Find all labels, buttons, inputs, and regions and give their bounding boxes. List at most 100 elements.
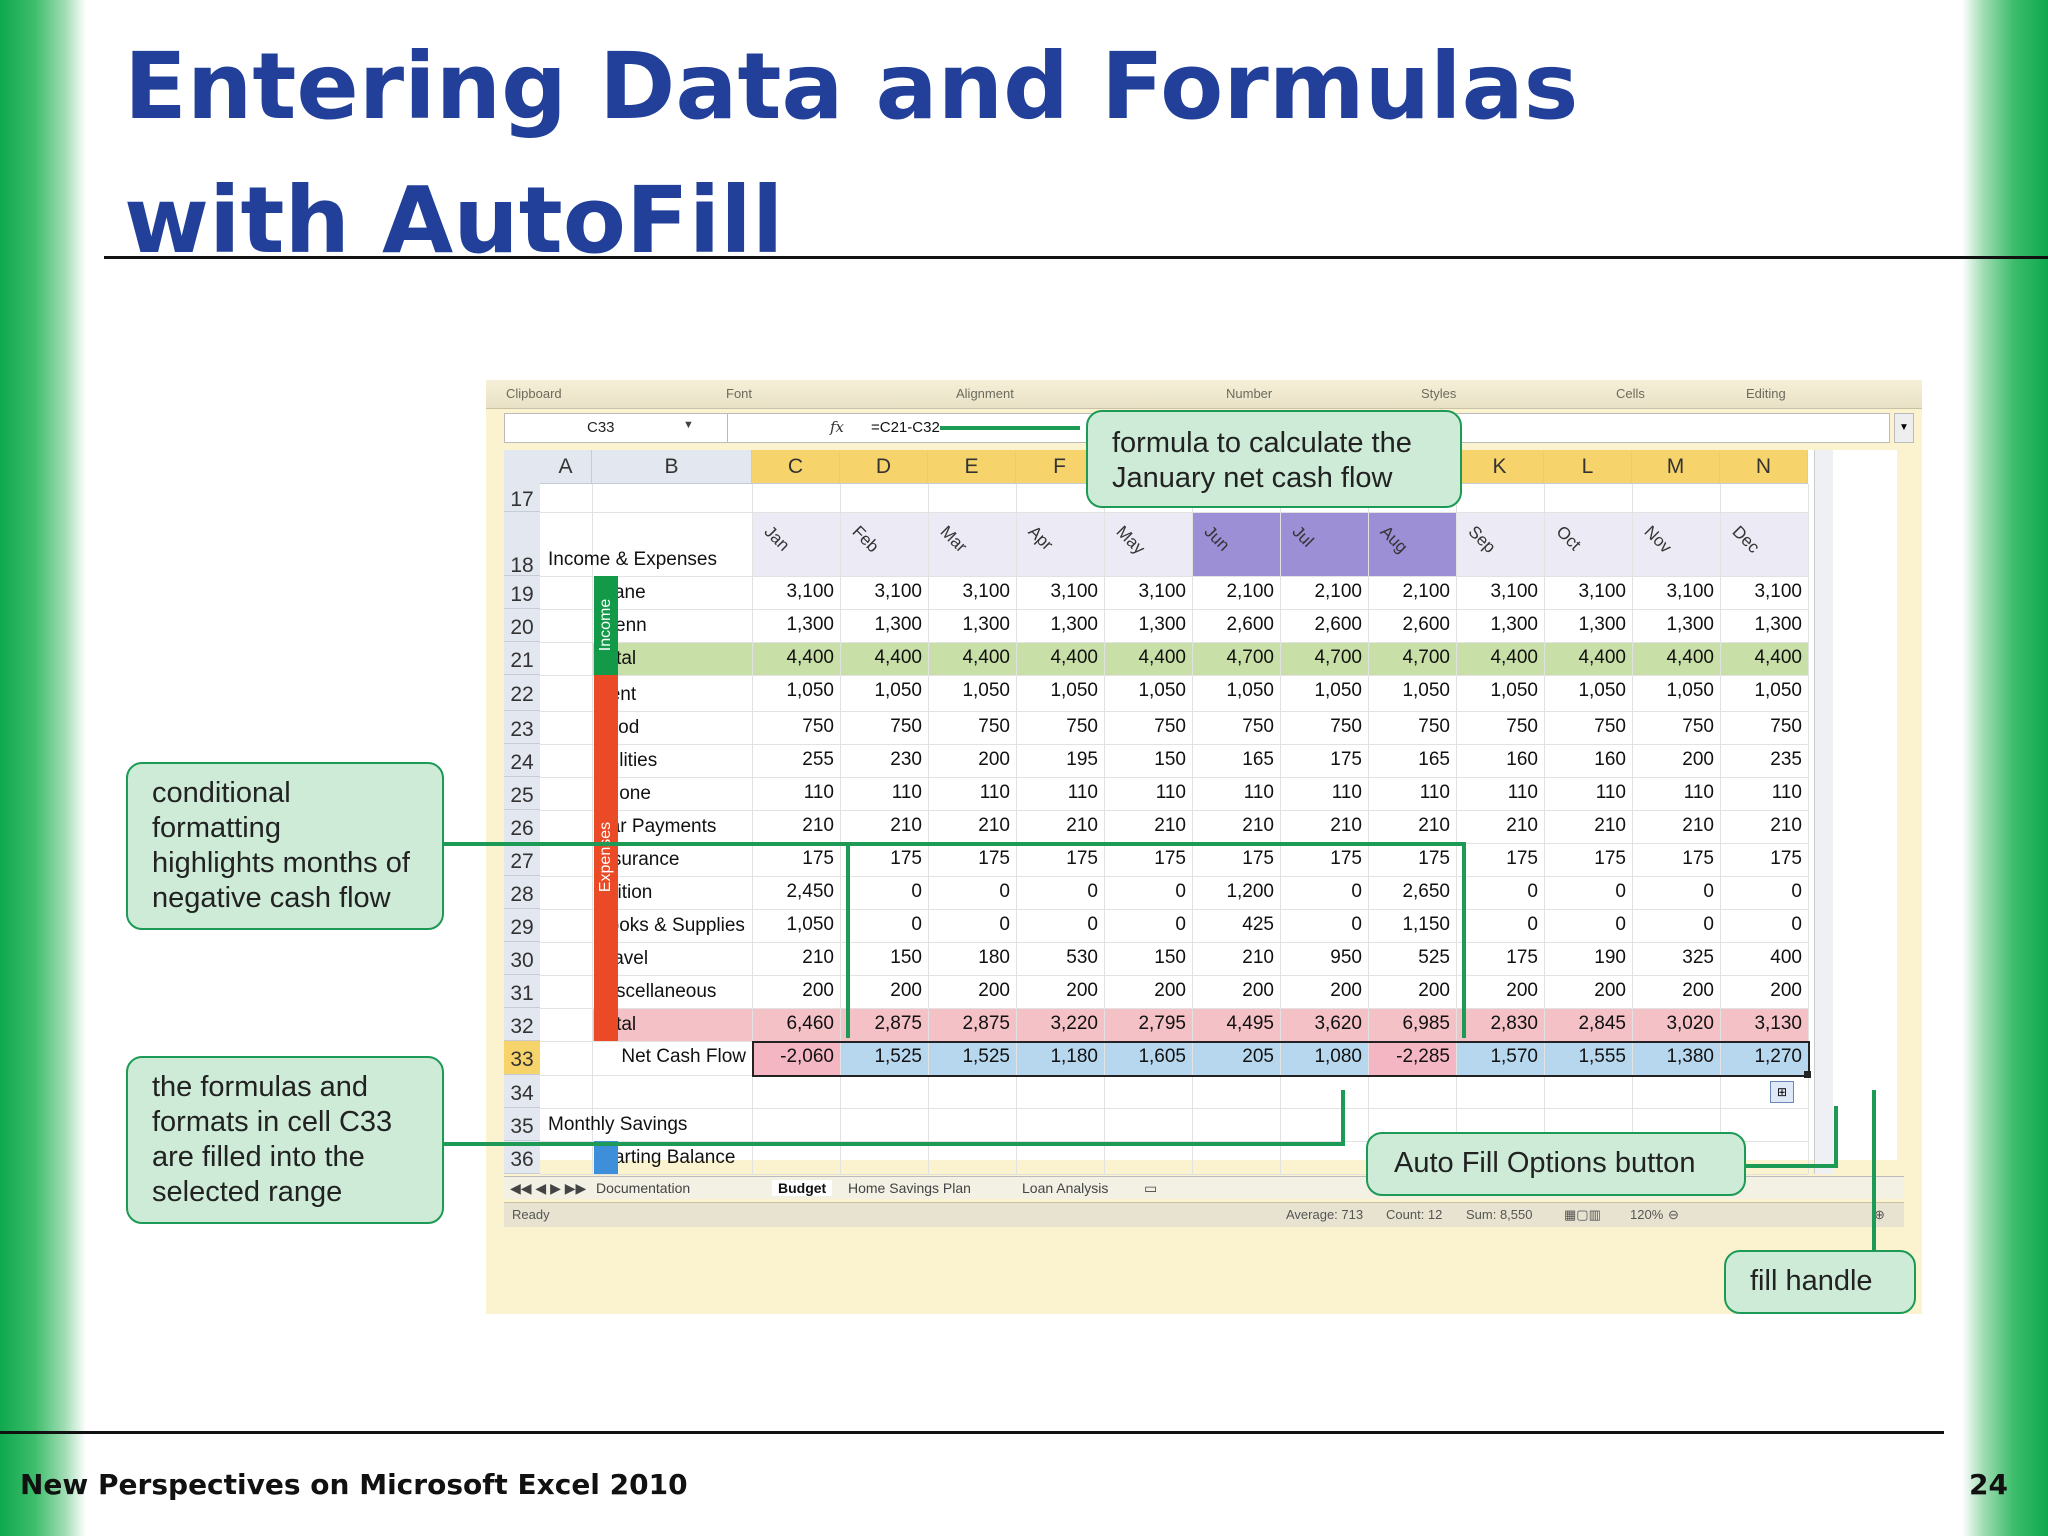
cell-value[interactable]: 3,100 bbox=[874, 581, 922, 602]
cell-value[interactable]: -2,285 bbox=[1396, 1046, 1450, 1067]
cell-value[interactable]: 3,100 bbox=[1050, 581, 1098, 602]
cell-value[interactable]: 200 bbox=[1242, 980, 1274, 1001]
cell-value[interactable]: 4,400 bbox=[1490, 647, 1538, 668]
cell-value[interactable]: 4,700 bbox=[1226, 647, 1274, 668]
row-header-30[interactable]: 30 bbox=[504, 942, 540, 975]
cell-value[interactable]: 200 bbox=[1770, 980, 1802, 1001]
cell-value[interactable]: 750 bbox=[1330, 716, 1362, 737]
cell-value[interactable]: 210 bbox=[802, 947, 834, 968]
column-header-b[interactable]: B bbox=[592, 450, 752, 484]
cell-value[interactable]: 1,050 bbox=[1578, 680, 1626, 701]
fill-handle[interactable] bbox=[1804, 1071, 1811, 1078]
cell-value[interactable]: 0 bbox=[1175, 914, 1186, 935]
cell-value[interactable]: 1,200 bbox=[1226, 881, 1274, 902]
cell-value[interactable]: 190 bbox=[1594, 947, 1626, 968]
cell-value[interactable]: 4,700 bbox=[1314, 647, 1362, 668]
cell-value[interactable]: 1,300 bbox=[962, 614, 1010, 635]
cell-value[interactable]: 3,100 bbox=[786, 581, 834, 602]
cell-value[interactable]: 1,300 bbox=[1666, 614, 1714, 635]
cell-value[interactable]: 2,600 bbox=[1402, 614, 1450, 635]
cell-value[interactable]: 1,300 bbox=[1754, 614, 1802, 635]
cell-value[interactable]: 110 bbox=[1331, 782, 1362, 803]
cell-value[interactable]: 230 bbox=[890, 749, 922, 770]
cell-value[interactable]: 1,380 bbox=[1666, 1046, 1714, 1067]
cell-value[interactable]: 2,650 bbox=[1402, 881, 1450, 902]
cell-value[interactable]: 150 bbox=[1154, 749, 1186, 770]
cell-value[interactable]: 750 bbox=[978, 716, 1010, 737]
column-header-k[interactable]: K bbox=[1456, 450, 1544, 484]
cell-value[interactable]: 1,050 bbox=[1138, 680, 1186, 701]
cell-value[interactable]: 210 bbox=[1418, 815, 1450, 836]
cell-value[interactable]: 0 bbox=[1087, 914, 1098, 935]
cell-value[interactable]: 0 bbox=[1175, 881, 1186, 902]
cell-value[interactable]: 150 bbox=[1154, 947, 1186, 968]
cell-value[interactable]: 1,525 bbox=[874, 1046, 922, 1067]
cell-value[interactable]: 195 bbox=[1066, 749, 1098, 770]
cell-value[interactable]: 2,600 bbox=[1314, 614, 1362, 635]
cell-value[interactable]: 0 bbox=[1703, 914, 1714, 935]
cell-value[interactable]: 4,700 bbox=[1402, 647, 1450, 668]
cell-value[interactable]: 180 bbox=[978, 947, 1010, 968]
sheet-tab-documentation[interactable]: Documentation bbox=[596, 1180, 691, 1196]
cell-value[interactable]: 1,525 bbox=[962, 1046, 1010, 1067]
cell-value[interactable]: 1,050 bbox=[1754, 680, 1802, 701]
cell-value[interactable]: 1,605 bbox=[1138, 1046, 1186, 1067]
column-header-l[interactable]: L bbox=[1544, 450, 1632, 484]
cell-value[interactable]: 2,100 bbox=[1226, 581, 1274, 602]
cell-value[interactable]: 110 bbox=[1507, 782, 1538, 803]
row-header-26[interactable]: 26 bbox=[504, 810, 540, 843]
sheet-tab-loan-analysis[interactable]: Loan Analysis bbox=[1022, 1180, 1109, 1196]
cell-value[interactable]: 400 bbox=[1770, 947, 1802, 968]
cell-value[interactable]: 6,985 bbox=[1402, 1013, 1450, 1034]
cell-value[interactable]: 750 bbox=[1682, 716, 1714, 737]
cell-value[interactable]: 200 bbox=[1330, 980, 1362, 1001]
row-header-32[interactable]: 32 bbox=[504, 1008, 540, 1041]
cell-value[interactable]: 0 bbox=[1615, 914, 1626, 935]
new-sheet-icon[interactable]: ▭ bbox=[1144, 1180, 1158, 1196]
cell-value[interactable]: 175 bbox=[1682, 848, 1714, 869]
row-header-35[interactable]: 35 bbox=[504, 1108, 540, 1141]
cell-value[interactable]: 750 bbox=[1154, 716, 1186, 737]
cell-value[interactable]: 210 bbox=[978, 815, 1010, 836]
column-header-a[interactable]: A bbox=[540, 450, 592, 484]
cell-value[interactable]: 1,150 bbox=[1402, 914, 1450, 935]
cell-value[interactable]: 2,875 bbox=[874, 1013, 922, 1034]
column-header-m[interactable]: M bbox=[1632, 450, 1720, 484]
cell-value[interactable]: 0 bbox=[1527, 881, 1538, 902]
cell-value[interactable]: 2,795 bbox=[1138, 1013, 1186, 1034]
cell-value[interactable]: 6,460 bbox=[786, 1013, 834, 1034]
cell-value[interactable]: 750 bbox=[1066, 716, 1098, 737]
cell-value[interactable]: 1,050 bbox=[786, 680, 834, 701]
cell-value[interactable]: 175 bbox=[890, 848, 922, 869]
cell-value[interactable]: 235 bbox=[1770, 749, 1802, 770]
cell-value[interactable]: 255 bbox=[802, 749, 834, 770]
zoom-out-icon[interactable]: ⊖ bbox=[1668, 1207, 1679, 1222]
cell-value[interactable]: 2,845 bbox=[1578, 1013, 1626, 1034]
sheet-nav-arrows[interactable]: ◀◀ ◀ ▶ ▶▶ bbox=[510, 1180, 587, 1196]
cell-value[interactable]: 175 bbox=[1066, 848, 1098, 869]
cell-value[interactable]: 2,600 bbox=[1226, 614, 1274, 635]
cell-value[interactable]: 160 bbox=[1506, 749, 1538, 770]
cell-value[interactable]: 2,830 bbox=[1490, 1013, 1538, 1034]
cell-value[interactable]: 175 bbox=[978, 848, 1010, 869]
cell-value[interactable]: 1,570 bbox=[1490, 1046, 1538, 1067]
vertical-scrollbar[interactable] bbox=[1814, 450, 1833, 1174]
cell-value[interactable]: 200 bbox=[1154, 980, 1186, 1001]
column-header-e[interactable]: E bbox=[928, 450, 1016, 484]
cell-value[interactable]: 200 bbox=[978, 980, 1010, 1001]
cell-value[interactable]: 4,400 bbox=[874, 647, 922, 668]
cell-value[interactable]: 210 bbox=[890, 815, 922, 836]
chevron-down-icon[interactable]: ▼ bbox=[683, 419, 694, 431]
cell-value[interactable]: 2,450 bbox=[786, 881, 834, 902]
cell-value[interactable]: 530 bbox=[1066, 947, 1098, 968]
cell-value[interactable]: 425 bbox=[1242, 914, 1274, 935]
cell-value[interactable]: 4,400 bbox=[1578, 647, 1626, 668]
row-header-22[interactable]: 22 bbox=[504, 675, 540, 711]
cell-value[interactable]: 950 bbox=[1330, 947, 1362, 968]
row-header-19[interactable]: 19 bbox=[504, 576, 540, 609]
cell-value[interactable]: 1,050 bbox=[1314, 680, 1362, 701]
column-header-c[interactable]: C bbox=[752, 450, 840, 484]
zoom-in-icon[interactable]: ⊕ bbox=[1874, 1207, 1885, 1222]
cell-value[interactable]: 1,080 bbox=[1314, 1046, 1362, 1067]
sheet-tab-budget[interactable]: Budget bbox=[772, 1180, 833, 1196]
